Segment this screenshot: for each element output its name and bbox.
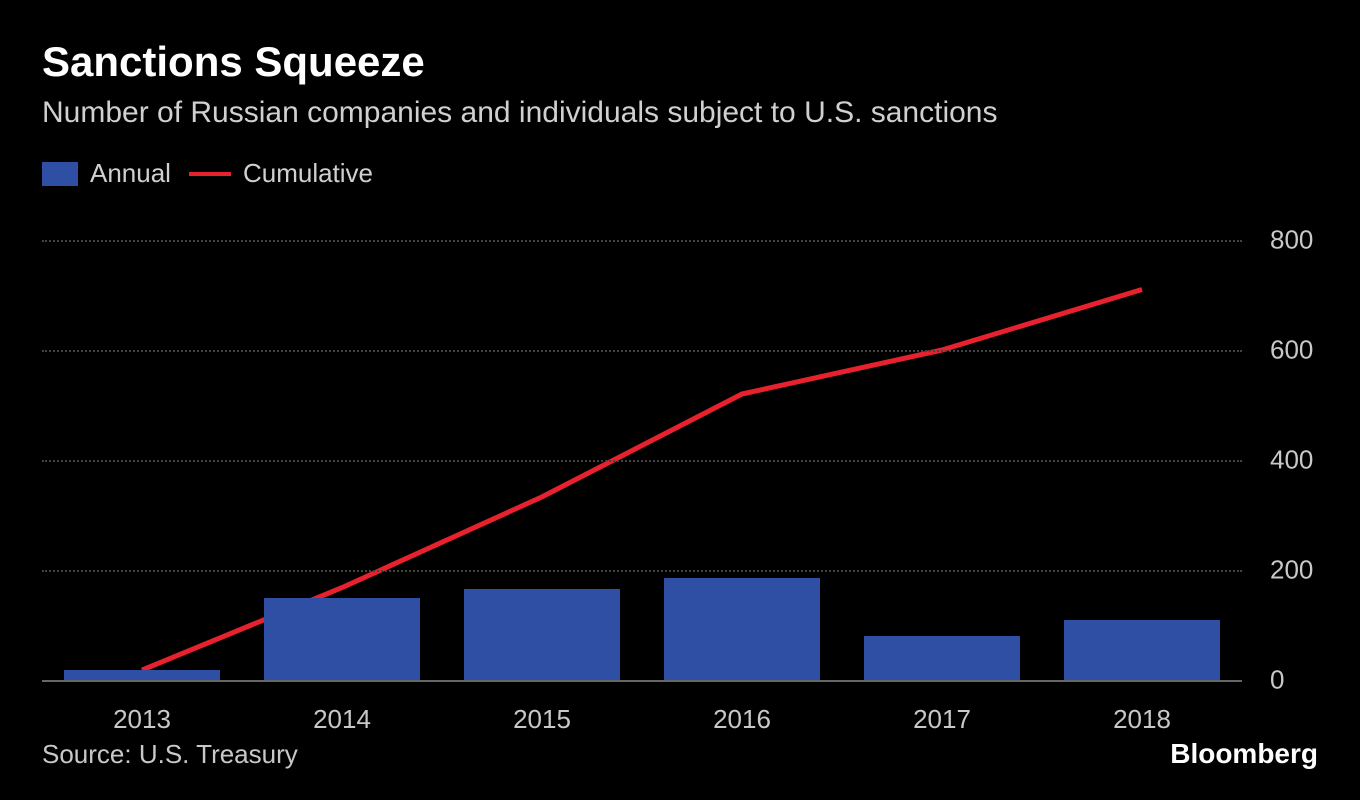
legend-item-cumulative: Cumulative: [189, 158, 373, 189]
gridline: [42, 240, 1242, 242]
bar: [1064, 620, 1220, 681]
bar: [64, 670, 220, 680]
brand-logo: Bloomberg: [1170, 738, 1318, 770]
gridline: [42, 460, 1242, 462]
y-tick-label: 200: [1270, 555, 1313, 586]
y-tick-label: 0: [1270, 665, 1284, 696]
x-tick-label: 2017: [913, 704, 971, 735]
legend-item-annual: Annual: [42, 158, 171, 189]
chart-container: Sanctions Squeeze Number of Russian comp…: [0, 0, 1360, 800]
baseline: [42, 680, 1242, 682]
bar: [264, 598, 420, 681]
bar: [664, 578, 820, 680]
y-tick-label: 800: [1270, 225, 1313, 256]
chart-title: Sanctions Squeeze: [0, 0, 1360, 86]
line-swatch-icon: [189, 172, 231, 176]
legend-label-cumulative: Cumulative: [243, 158, 373, 189]
bar: [864, 636, 1020, 680]
chart-subtitle: Number of Russian companies and individu…: [0, 86, 1360, 130]
x-tick-label: 2018: [1113, 704, 1171, 735]
legend-label-annual: Annual: [90, 158, 171, 189]
x-tick-label: 2013: [113, 704, 171, 735]
x-tick-label: 2016: [713, 704, 771, 735]
legend: Annual Cumulative: [0, 130, 1360, 189]
source-text: Source: U.S. Treasury: [42, 739, 298, 770]
x-tick-label: 2014: [313, 704, 371, 735]
x-tick-label: 2015: [513, 704, 571, 735]
gridline: [42, 570, 1242, 572]
bar: [464, 589, 620, 680]
gridline: [42, 350, 1242, 352]
bar-swatch-icon: [42, 162, 78, 186]
y-tick-label: 400: [1270, 445, 1313, 476]
y-tick-label: 600: [1270, 335, 1313, 366]
plot-area: 0200400600800201320142015201620172018: [42, 240, 1242, 680]
